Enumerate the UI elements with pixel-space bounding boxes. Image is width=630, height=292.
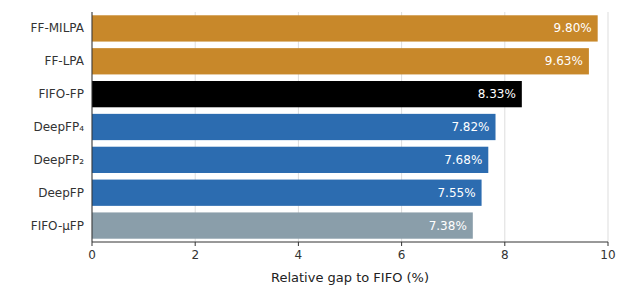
x-axis-label: Relative gap to FIFO (%) [271,270,429,285]
bar [92,147,488,173]
bars [92,15,598,238]
x-tick-label: 0 [88,248,96,262]
y-tick-label: FF-LPA [45,54,85,68]
y-tick-label: FF-MILPA [31,21,85,35]
bar [92,180,482,206]
y-tick-label: FIFO-FP [38,87,84,101]
y-tick-label: DeepFP₄ [33,120,84,134]
data-label: 7.82% [451,120,489,134]
y-tick-label: DeepFP [38,186,84,200]
x-tick-label: 6 [398,248,406,262]
grid-line [92,12,93,242]
y-tick-label: DeepFP₂ [33,153,84,167]
x-tick [401,242,402,246]
bar [92,212,473,238]
grid [92,12,608,242]
data-label: 9.80% [554,21,592,35]
data-label: 9.63% [545,54,583,68]
x-tick-label: 8 [501,248,509,262]
grid-line [504,12,505,242]
y-axis-line [92,12,93,242]
bar [92,81,522,107]
data-label: 7.38% [429,219,467,233]
data-labels: 9.80% 9.63% 8.33% 7.82% 7.68% 7.55% 7.38% [429,21,592,232]
x-tick-label: 2 [191,248,199,262]
x-tick [298,242,299,246]
x-axis-line [92,242,608,243]
bar [92,15,598,41]
x-tick-label: 4 [295,248,303,262]
y-tick-label: FIFO-μFP [31,219,84,233]
chart: 9.80% 9.63% 8.33% 7.82% 7.68% 7.55% 7.38% 0 2 4 6 8… [0,0,630,292]
data-label: 8.33% [478,87,516,101]
chart-container: 9.80% 9.63% 8.33% 7.82% 7.68% 7.55% 7.38% 0 2 4 6 8… [0,0,630,292]
y-axis: FF-MILPA FF-LPA FIFO-FP DeepFP₄ DeepFP₂ DeepF… [31,21,85,232]
x-tick [195,242,196,246]
bar [92,48,589,74]
data-label: 7.68% [444,153,482,167]
x-tick [92,242,93,246]
data-label: 7.55% [437,186,475,200]
x-axis: 0 2 4 6 8 10 [88,242,615,262]
grid-line [608,12,609,242]
x-tick-label: 10 [600,248,615,262]
x-tick [504,242,505,246]
x-tick [608,242,609,246]
bar [92,114,496,140]
